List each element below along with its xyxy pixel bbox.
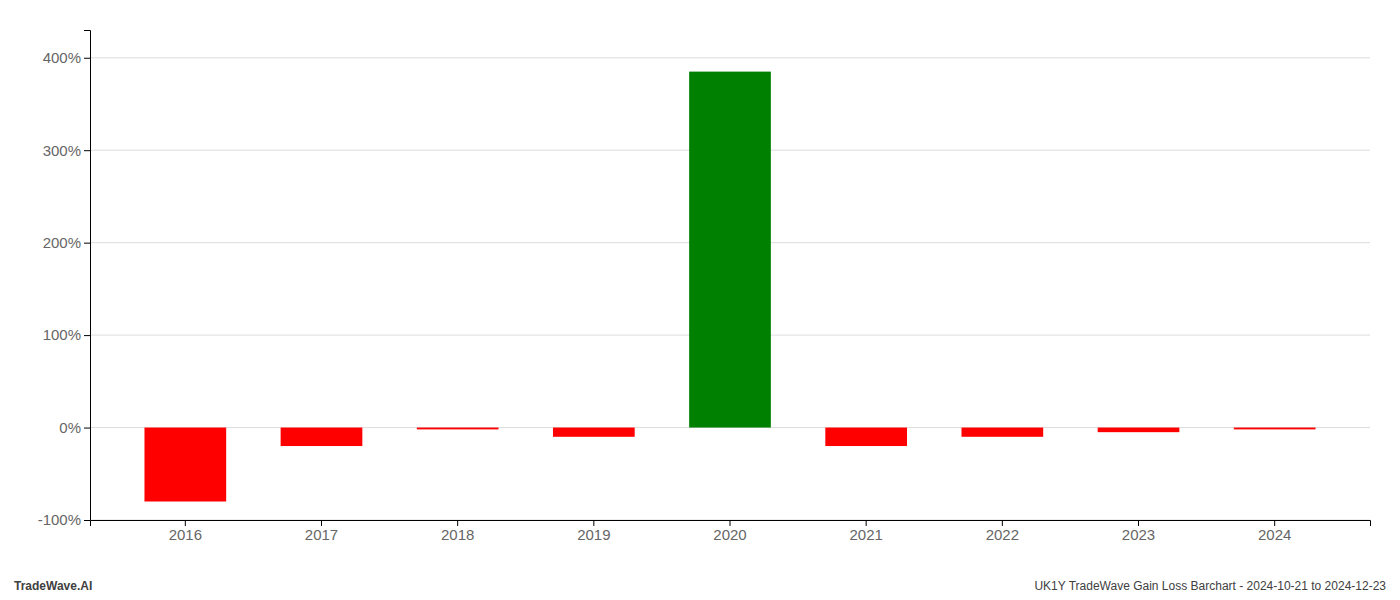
x-tick-label: 2024: [1258, 526, 1291, 543]
bar: [1098, 428, 1180, 433]
y-tick-label: 100%: [43, 326, 81, 343]
x-tick-label: 2016: [169, 526, 202, 543]
y-tick: 400%: [43, 49, 90, 66]
y-axis-line: [84, 31, 91, 521]
y-tick: 100%: [43, 326, 90, 343]
footer-left: TradeWave.AI: [14, 579, 92, 593]
y-tick-label: 200%: [43, 234, 81, 251]
x-tick-label: 2019: [577, 526, 610, 543]
bar: [553, 428, 635, 437]
y-tick: 0%: [59, 419, 90, 436]
y-tick-label: -100%: [38, 511, 81, 528]
y-tick-mark: [84, 150, 90, 151]
x-tick-label: 2023: [1122, 526, 1155, 543]
y-tick: 200%: [43, 234, 90, 251]
y-tick-mark: [84, 428, 90, 429]
bar: [417, 428, 499, 430]
x-tick: 2018: [441, 520, 474, 543]
plot-area: -100%0%100%200%300%400%20162017201820192…: [38, 31, 1371, 543]
y-axis: -100% 0% 100% 200% 300% 400%: [38, 31, 91, 529]
x-tick-label: 2021: [849, 526, 882, 543]
bar: [961, 428, 1043, 437]
y-tick-label: 0%: [59, 419, 81, 436]
x-tick-label: 2022: [986, 526, 1019, 543]
y-tick-mark: [84, 520, 90, 521]
y-tick: 300%: [43, 141, 90, 158]
bar: [689, 72, 771, 428]
y-tick-label: 400%: [43, 49, 81, 66]
x-tick-label: 2018: [441, 526, 474, 543]
bar: [144, 428, 226, 502]
x-tick: 2021: [849, 520, 882, 543]
x-tick-label: 2017: [305, 526, 338, 543]
y-tick-label: 300%: [43, 141, 81, 158]
x-tick: 2019: [577, 520, 610, 543]
y-tick: -100%: [38, 511, 90, 528]
bars: [144, 72, 1315, 502]
x-axis: 2016 2017 2018 2019 2020 2021 2022 2023 2024: [91, 520, 1371, 543]
x-tick-label: 2020: [713, 526, 746, 543]
x-tick: 2020: [713, 520, 746, 543]
bar: [1234, 428, 1316, 430]
x-tick: 2023: [1122, 520, 1155, 543]
chart: -100%0%100%200%300%400%20162017201820192…: [0, 0, 1400, 600]
x-tick: 2017: [305, 520, 338, 543]
x-tick: 2016: [169, 520, 202, 543]
x-tick: 2022: [986, 520, 1019, 543]
bar: [281, 428, 363, 446]
grid: [90, 58, 1370, 520]
footer-right: UK1Y TradeWave Gain Loss Barchart - 2024…: [1034, 579, 1386, 593]
y-tick-mark: [84, 58, 90, 59]
y-tick-mark: [84, 243, 90, 244]
x-tick: 2024: [1258, 520, 1291, 543]
y-tick-mark: [84, 335, 90, 336]
bar: [825, 428, 907, 446]
grid-line: [90, 57, 1370, 58]
